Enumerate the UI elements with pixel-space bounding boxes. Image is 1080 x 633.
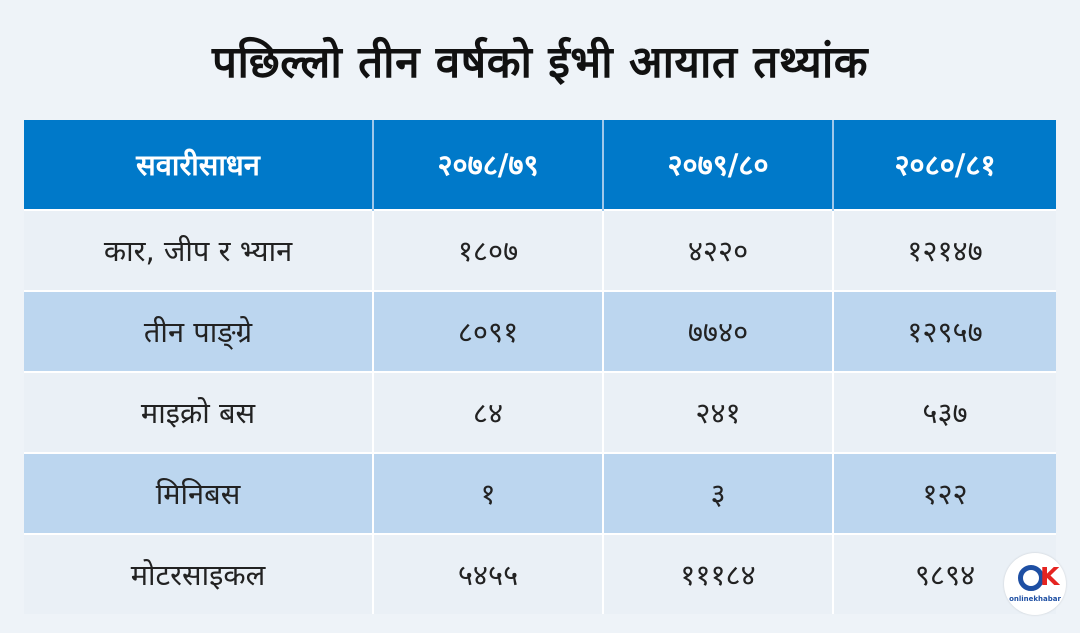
value-cell: ३	[603, 452, 834, 534]
vehicle-cell: कार, जीप र भ्यान	[24, 209, 374, 291]
column-header-year-2080-81: २०८०/८१	[833, 120, 1056, 210]
value-cell: ७७४०	[603, 290, 834, 372]
table-row: मिनिबस १ ३ १२२	[24, 452, 1056, 534]
value-cell: १२९५७	[833, 290, 1056, 372]
value-cell: ८४	[373, 371, 604, 453]
column-header-year-2079-80: २०७९/८०	[603, 120, 834, 210]
logo-k-glyph: K	[1040, 562, 1060, 591]
logo-brand-text: onlinekhabar	[1009, 595, 1061, 603]
value-cell: ५३७	[833, 371, 1056, 453]
vehicle-cell: तीन पाङ्ग्रे	[24, 290, 374, 372]
value-cell: ४२२०	[603, 209, 834, 291]
value-cell: २४१	[603, 371, 834, 453]
value-cell: ५४५५	[373, 533, 604, 614]
chart-title: पछिल्लो तीन वर्षको ईभी आयात तथ्यांक	[211, 37, 869, 88]
vehicle-cell: माइक्रो बस	[24, 371, 374, 453]
value-cell: १११८४	[603, 533, 834, 614]
table-row: तीन पाङ्ग्रे ८०९१ ७७४० १२९५७	[24, 290, 1056, 372]
table-row: माइक्रो बस ८४ २४१ ५३७	[24, 371, 1056, 453]
value-cell: ८०९१	[373, 290, 604, 372]
table-row: कार, जीप र भ्यान १८०७ ४२२० १२१४७	[24, 209, 1056, 291]
column-header-year-2078-79: २०७८/७९	[373, 120, 604, 210]
ev-import-table: सवारीसाधन २०७८/७९ २०७९/८० २०८०/८१ कार, ज…	[24, 120, 1056, 614]
table-row: मोटरसाइकल ५४५५ १११८४ ९८९४	[24, 533, 1056, 614]
value-cell: १२२	[833, 452, 1056, 534]
value-cell: १२१४७	[833, 209, 1056, 291]
vehicle-cell: मिनिबस	[24, 452, 374, 534]
column-header-vehicle: सवारीसाधन	[24, 120, 374, 210]
table-header-row: सवारीसाधन २०७८/७९ २०७९/८० २०८०/८१	[24, 120, 1056, 210]
vehicle-cell: मोटरसाइकल	[24, 533, 374, 614]
onlinekhabar-logo: K onlinekhabar	[1004, 553, 1066, 615]
value-cell: १	[373, 452, 604, 534]
logo-o-ring-icon	[1018, 565, 1044, 591]
value-cell: १८०७	[373, 209, 604, 291]
